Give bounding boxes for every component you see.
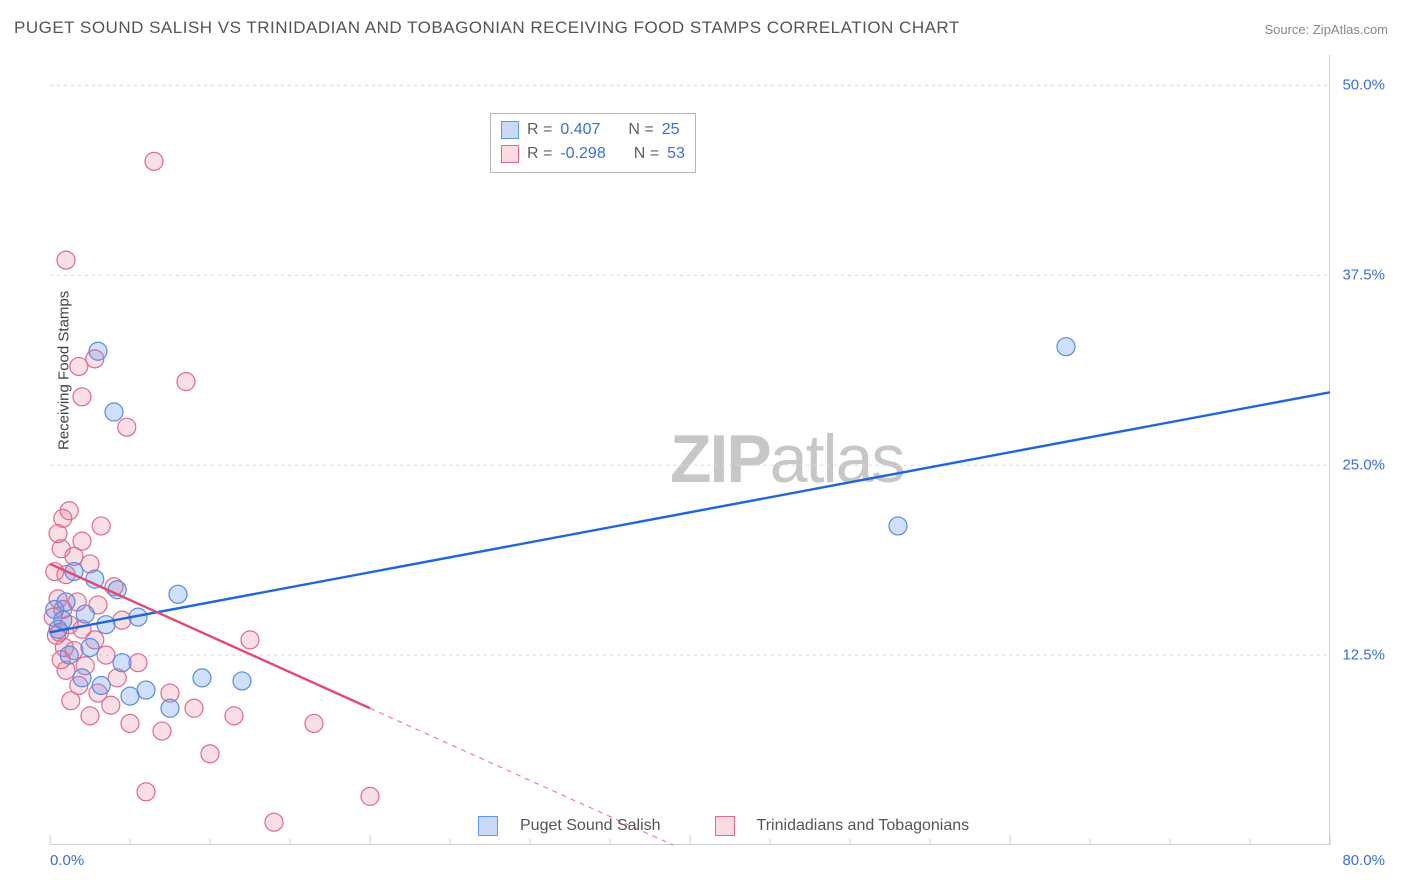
swatch-pink-icon bbox=[715, 816, 735, 836]
n-label: N = bbox=[634, 145, 659, 163]
n-value-blue: 25 bbox=[662, 121, 680, 139]
legend-label-blue: Puget Sound Salish bbox=[520, 817, 661, 835]
x-tick-label: 80.0% bbox=[1342, 852, 1385, 869]
correlation-legend: R = 0.407 N = 25 R = -0.298 N = 53 bbox=[490, 113, 696, 173]
y-tick-label: 37.5% bbox=[1342, 267, 1385, 284]
chart-title: PUGET SOUND SALISH VS TRINIDADIAN AND TO… bbox=[14, 18, 960, 38]
n-value-pink: 53 bbox=[667, 145, 685, 163]
series-legend: Puget Sound Salish Trinidadians and Toba… bbox=[478, 816, 969, 836]
y-tick-label: 25.0% bbox=[1342, 457, 1385, 474]
y-tick-label: 50.0% bbox=[1342, 77, 1385, 94]
r-label: R = bbox=[527, 145, 552, 163]
scatter-plot-svg bbox=[50, 55, 1330, 845]
swatch-pink-icon bbox=[501, 145, 519, 163]
r-label: R = bbox=[527, 121, 552, 139]
source-attribution: Source: ZipAtlas.com bbox=[1264, 22, 1388, 37]
y-tick-label: 12.5% bbox=[1342, 647, 1385, 664]
correlation-row-pink: R = -0.298 N = 53 bbox=[501, 142, 685, 166]
legend-label-pink: Trinidadians and Tobagonians bbox=[757, 817, 970, 835]
r-value-pink: -0.298 bbox=[560, 145, 605, 163]
x-tick-label: 0.0% bbox=[50, 852, 84, 869]
swatch-blue-icon bbox=[501, 121, 519, 139]
r-value-blue: 0.407 bbox=[560, 121, 600, 139]
plot-area: Receiving Food Stamps ZIPatlas R = 0.407… bbox=[50, 55, 1330, 845]
swatch-blue-icon bbox=[478, 816, 498, 836]
n-label: N = bbox=[628, 121, 653, 139]
correlation-row-blue: R = 0.407 N = 25 bbox=[501, 118, 685, 142]
